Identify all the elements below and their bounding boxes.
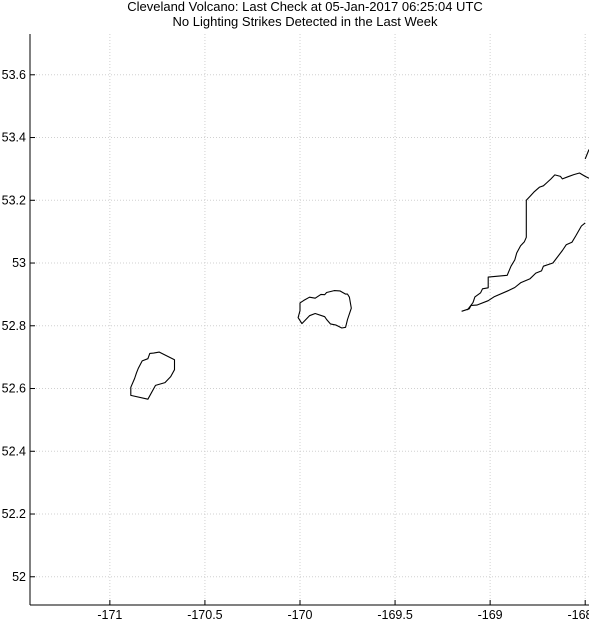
y-tick-label: 53 <box>12 256 26 270</box>
coastline <box>466 172 589 311</box>
map-title: Cleveland Volcano: Last Check at 05-Jan-… <box>127 0 483 14</box>
x-tick-label: -171 <box>97 608 122 622</box>
coastline <box>584 149 589 160</box>
grid-lines <box>30 34 589 605</box>
coastline <box>130 351 176 400</box>
map-subtitle: No Lighting Strikes Detected in the Last… <box>173 14 438 29</box>
map-plot-area: -171 -170.5 -170 -169.5 -169 -168.5 52 52.2 52.… <box>2 34 589 622</box>
y-tick-label: 52.6 <box>2 382 26 396</box>
y-tick-label: 52 <box>12 570 26 584</box>
y-tick-label: 52.2 <box>2 507 26 521</box>
x-tick-label: -168.5 <box>567 608 589 622</box>
x-tick-label: -170 <box>287 608 312 622</box>
y-tick-label: 52.4 <box>2 444 26 458</box>
axes <box>29 34 589 606</box>
y-tick-labels: 52 52.2 52.4 52.6 52.8 53 53.2 53.4 53.6 <box>2 68 26 584</box>
coastlines <box>130 149 589 400</box>
y-tick-label: 52.8 <box>2 319 26 333</box>
x-tick-label: -169.5 <box>377 608 412 622</box>
x-tick-labels: -171 -170.5 -170 -169.5 -169 -168.5 <box>97 608 589 622</box>
x-tick-label: -170.5 <box>187 608 222 622</box>
coastline <box>297 290 352 329</box>
coastline <box>461 222 586 312</box>
y-tick-label: 53.2 <box>2 193 26 207</box>
y-tick-label: 53.6 <box>2 68 26 82</box>
x-tick-label: -169 <box>478 608 503 622</box>
y-tick-label: 53.4 <box>2 131 26 145</box>
